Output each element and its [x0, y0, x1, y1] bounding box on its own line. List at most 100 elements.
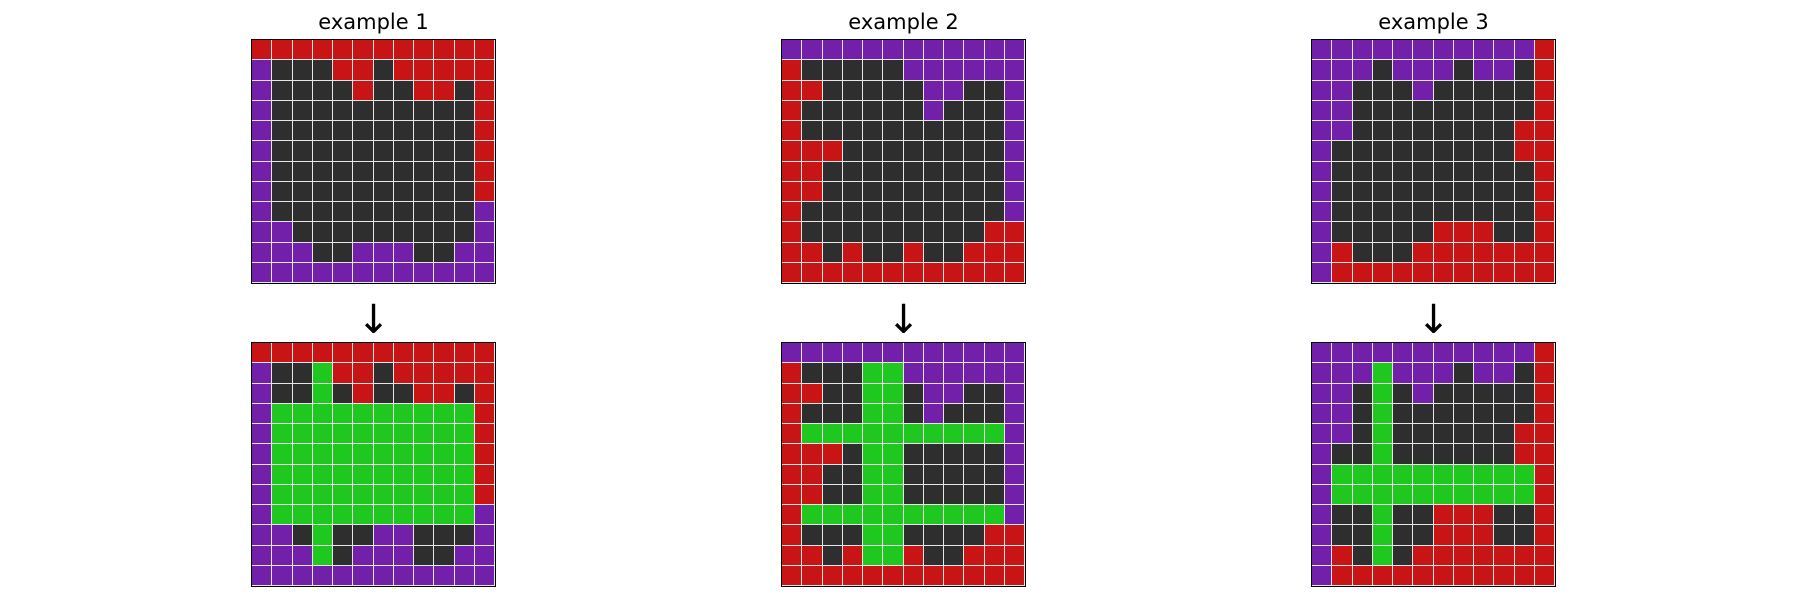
grid-cell: [1514, 100, 1535, 121]
grid-cell: [842, 262, 863, 283]
grid-cell: [1474, 343, 1495, 364]
grid-cell: [964, 403, 985, 424]
grid-cell: [1494, 202, 1515, 223]
grid-cell: [312, 80, 333, 101]
grid-cell: [1474, 40, 1495, 61]
grid-cell: [1514, 505, 1535, 526]
grid-cell: [1474, 464, 1495, 485]
grid-cell: [272, 80, 293, 101]
grid-cell: [863, 181, 884, 202]
grid-cell: [863, 40, 884, 61]
grid-cell: [1352, 161, 1373, 182]
grid-cell: [923, 161, 944, 182]
grid-cell: [414, 60, 435, 81]
grid-cell: [782, 363, 803, 384]
grid-cell: [373, 545, 394, 566]
grid-cell: [1004, 242, 1025, 263]
grid-cell: [1453, 383, 1474, 404]
grid-cell: [1004, 424, 1025, 445]
grid-cell: [782, 80, 803, 101]
grid-cell: [964, 343, 985, 364]
grid-cell: [353, 242, 374, 263]
grid-cell: [863, 545, 884, 566]
grid-cell: [1494, 141, 1515, 162]
grid-cell: [1494, 80, 1515, 101]
grid-cell: [822, 161, 843, 182]
grid-cell: [312, 444, 333, 465]
grid-cell: [822, 424, 843, 445]
grid-cell: [434, 363, 455, 384]
grid-cell: [984, 100, 1005, 121]
grid-cell: [1474, 444, 1495, 465]
grid-cell: [1494, 161, 1515, 182]
grid-cell: [353, 565, 374, 586]
grid-cell: [333, 161, 354, 182]
grid-cell: [944, 484, 965, 505]
grid-cell: [1393, 40, 1414, 61]
grid-cell: [454, 121, 475, 142]
grid-cell: [1312, 505, 1333, 526]
grid-cell: [1332, 202, 1353, 223]
grid-cell: [454, 262, 475, 283]
grid-cell: [1312, 444, 1333, 465]
grid-cell: [1004, 464, 1025, 485]
grid-cell: [312, 464, 333, 485]
grid-cell: [903, 181, 924, 202]
grid-cell: [984, 181, 1005, 202]
grid-cell: [272, 505, 293, 526]
grid-cell: [782, 484, 803, 505]
grid-cell: [292, 161, 313, 182]
grid-cell: [1433, 161, 1454, 182]
grid-cell: [1534, 363, 1555, 384]
grid-cell: [1413, 403, 1434, 424]
grid-cell: [1494, 100, 1515, 121]
grid-cell: [312, 242, 333, 263]
grid-cell: [984, 343, 1005, 364]
grid-cell: [474, 525, 495, 546]
grid-cell: [1433, 464, 1454, 485]
grid-cell: [393, 80, 414, 101]
grid-cell: [1433, 141, 1454, 162]
grid-cell: [883, 484, 904, 505]
grid-cell: [252, 80, 273, 101]
grid-cell: [272, 545, 293, 566]
grid-cell: [272, 60, 293, 81]
grid-cell: [883, 181, 904, 202]
grid-cell: [333, 242, 354, 263]
grid-cell: [434, 141, 455, 162]
grid-cell: [1312, 222, 1333, 243]
grid-cell: [1352, 444, 1373, 465]
grid-cell: [1393, 60, 1414, 81]
grid-cell: [984, 565, 1005, 586]
grid-cell: [1514, 222, 1535, 243]
grid-cell: [944, 40, 965, 61]
grid-cell: [782, 505, 803, 526]
grid-cell: [964, 484, 985, 505]
grid-cell: [393, 222, 414, 243]
grid-cell: [863, 565, 884, 586]
grid-cell: [1514, 262, 1535, 283]
grid-cell: [312, 40, 333, 61]
grid-cell: [1312, 161, 1333, 182]
grid-cell: [353, 80, 374, 101]
grid-cell: [802, 40, 823, 61]
grid-cell: [1004, 545, 1025, 566]
grid-cell: [1514, 424, 1535, 445]
grid-cell: [292, 484, 313, 505]
grid-cell: [964, 141, 985, 162]
grid-cell: [434, 343, 455, 364]
grid-cell: [863, 444, 884, 465]
grid-cell: [1004, 161, 1025, 182]
grid-cell: [984, 202, 1005, 223]
grid-cell: [782, 181, 803, 202]
grid-cell: [984, 262, 1005, 283]
grid-cell: [1352, 100, 1373, 121]
example-3-title: example 3: [1378, 10, 1489, 34]
grid-cell: [923, 121, 944, 142]
grid-cell: [964, 525, 985, 546]
grid-cell: [312, 222, 333, 243]
grid-cell: [802, 484, 823, 505]
grid-cell: [883, 40, 904, 61]
grid-cell: [1433, 100, 1454, 121]
grid-cell: [822, 60, 843, 81]
